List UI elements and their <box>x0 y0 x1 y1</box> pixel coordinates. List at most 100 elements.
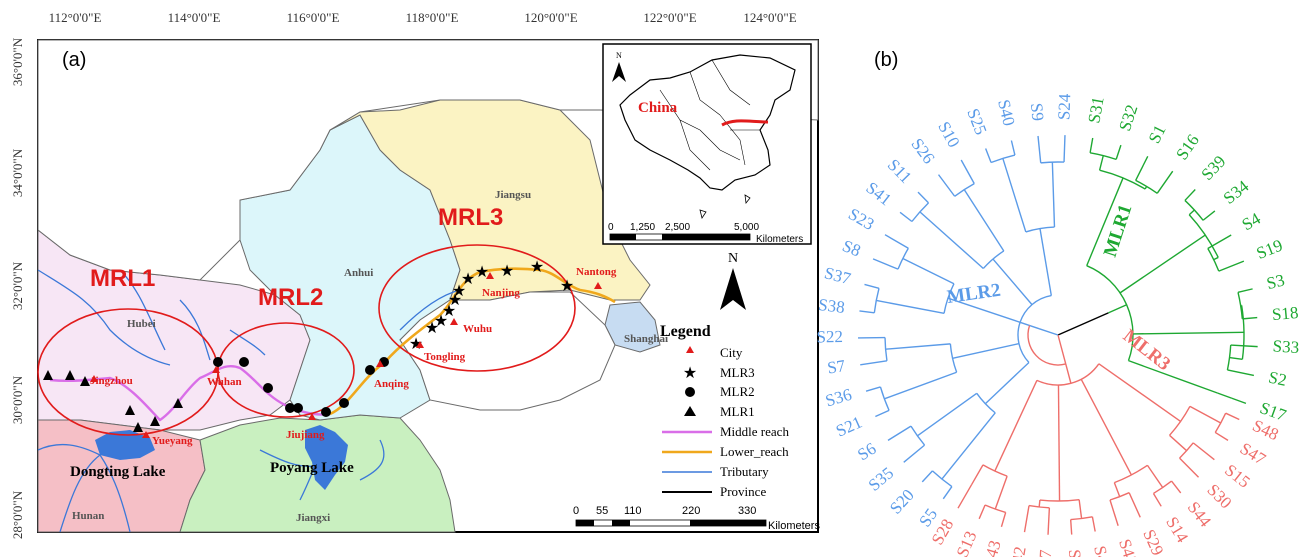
dendrogram-branch <box>970 464 984 486</box>
china-outline <box>619 54 796 191</box>
dendrogram-branch <box>875 409 890 418</box>
mlr2-site <box>293 403 303 413</box>
dendrogram-branch <box>1098 363 1182 422</box>
legend-symbol-circle <box>685 387 695 397</box>
dendrogram-branch <box>917 392 978 437</box>
dendrogram-branch <box>1115 144 1122 160</box>
dendrogram-branch <box>1057 334 1067 365</box>
region-label-mrl3: MRL3 <box>438 204 503 231</box>
dendrogram-branch <box>884 234 909 249</box>
city-marker <box>450 318 458 325</box>
lake-label-dongting: Dongting Lake <box>70 464 166 480</box>
dendrogram-branch <box>1119 234 1206 294</box>
leaf-label: S8 <box>840 236 864 260</box>
dendrogram-branch <box>992 258 1033 306</box>
city-marker <box>376 360 384 367</box>
dendrogram-branch <box>978 504 986 520</box>
dendrogram-branch <box>1017 294 1052 363</box>
scale-bar-seg <box>576 520 594 526</box>
dendrogram-branch <box>1027 325 1066 366</box>
dendrogram-branch <box>860 360 888 366</box>
dendrogram-branches <box>858 135 1258 535</box>
dendrogram-branch <box>1225 412 1240 421</box>
dendrogram-branch <box>1237 288 1253 294</box>
mlr2-site <box>365 365 375 375</box>
lat-tick-label: 28°0'0"N <box>10 490 25 539</box>
dendrogram-branch <box>1080 378 1133 476</box>
city-label-wuhan: Wuhan <box>207 376 242 388</box>
dendrogram-branch <box>994 475 1008 510</box>
province-label-anhui: Anhui <box>344 267 373 279</box>
leaf-label: S45 <box>1115 537 1141 557</box>
dendrogram-branch <box>1169 434 1188 452</box>
dendrogram-branch <box>1227 369 1255 377</box>
province-label-jiangsu: Jiangsu <box>495 189 531 201</box>
dendrogram-branch <box>902 257 955 285</box>
mlr3-site: ★ <box>442 303 456 320</box>
dendrogram-branch <box>942 486 953 500</box>
dendrogram-branch <box>1179 457 1200 478</box>
inset-north-arrow <box>612 62 626 82</box>
leaf-label: S32 <box>1115 102 1141 133</box>
leaf-label: S44 <box>1184 498 1216 531</box>
panel-label-b: (b) <box>874 49 898 71</box>
city-marker <box>594 282 602 289</box>
north-arrow-shape <box>720 268 746 310</box>
mlr3-site: ★ <box>530 259 544 276</box>
mlr1-site <box>80 376 90 386</box>
leaf-label: S40 <box>994 98 1019 128</box>
legend-label: Tributary <box>720 464 769 479</box>
leaf-label: S7 <box>826 356 847 378</box>
leaf-label: S34 <box>1220 176 1253 208</box>
legend: Legend City ★ MLR3 MLR2 MLR1 Middle reac… <box>660 323 789 499</box>
dendrogram-branch <box>1051 162 1056 228</box>
city-label-nantong: Nantong <box>576 266 617 278</box>
dendrogram-branch <box>899 211 913 223</box>
leaf-label: S26 <box>907 135 938 168</box>
dendrogram-branch <box>1039 228 1053 296</box>
dendrogram-branch <box>1057 384 1061 501</box>
mlr3-site: ★ <box>500 263 514 280</box>
dendrogram-branch <box>1002 158 1027 233</box>
dendrogram-branch <box>952 342 1020 359</box>
dendrogram-branch <box>865 386 881 392</box>
city-markers <box>90 272 602 438</box>
dendrogram-branch <box>1202 210 1216 221</box>
dendrogram-branch <box>1169 405 1191 436</box>
region-label-mrl1: MRL1 <box>90 265 155 292</box>
leaf-label: S18 <box>1271 303 1299 324</box>
dendrogram-branch <box>1114 464 1148 484</box>
leaf-label: S31 <box>1084 95 1107 124</box>
leaf-label: S41 <box>862 178 895 209</box>
province-label-hunan: Hunan <box>72 510 104 522</box>
city-marker <box>212 366 220 373</box>
leaf-label: S4 <box>1239 209 1264 235</box>
lon-tick-label: 114°0'0"E <box>168 10 221 25</box>
mlr2-site <box>263 383 273 393</box>
poyang-lake-shape <box>305 425 348 490</box>
leaf-label: S3 <box>1265 270 1287 293</box>
dendrogram-branch <box>1217 392 1233 399</box>
cluster-label-mlr1: MLR1 <box>1100 202 1137 260</box>
mlr3-site: ★ <box>452 283 466 300</box>
dendrogram-branch <box>1069 519 1073 535</box>
dendrogram-branch <box>1214 431 1229 441</box>
city-label-yueyang: Yueyang <box>152 435 193 447</box>
dendrogram-branch <box>941 412 996 480</box>
inset-scale-label: 5,000 <box>734 222 759 233</box>
scale-label: 330 <box>738 505 756 517</box>
city-label-anqing: Anqing <box>374 378 409 390</box>
dendrogram-branch <box>1242 316 1258 320</box>
city-label-jiujiang: Jiujiang <box>286 429 325 441</box>
dendrogram-branch <box>1038 327 1059 336</box>
lat-tick-label: 36°0'0"N <box>10 37 25 86</box>
map-panel: 112°0'0"E 114°0'0"E 116°0'0"E 118°0'0"E … <box>10 10 820 539</box>
mlr2-site <box>321 407 331 417</box>
mlr3-site: ★ <box>475 264 489 281</box>
dendrogram-branch <box>1128 492 1141 518</box>
inset-scale-label: 0 <box>608 222 614 233</box>
leaf-label: S25 <box>963 106 990 138</box>
inset-scale-labels: 0 1,250 2,500 5,000 Kilometers <box>608 222 803 245</box>
dongting-lake-shape <box>95 430 155 460</box>
inset-scale-label: 1,250 <box>630 222 655 233</box>
